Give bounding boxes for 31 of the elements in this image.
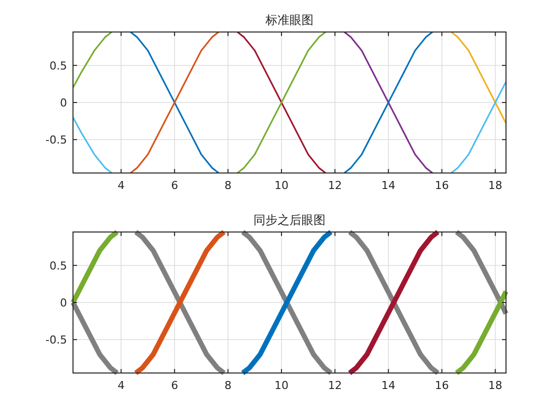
line-series bbox=[450, 80, 507, 174]
x-tick-label: 16 bbox=[434, 379, 449, 392]
line-series bbox=[236, 31, 326, 174]
y-tick-label: -0.5 bbox=[46, 334, 67, 347]
x-tick-label: 4 bbox=[118, 379, 125, 392]
x-tick-label: 14 bbox=[381, 379, 396, 392]
x-tick-label: 4 bbox=[118, 179, 125, 192]
line-series bbox=[450, 31, 507, 124]
x-tick-label: 14 bbox=[381, 179, 396, 192]
x-tick-label: 12 bbox=[328, 179, 342, 192]
y-tick-label: 0 bbox=[60, 296, 67, 310]
x-tick-label: 18 bbox=[488, 379, 502, 392]
line-series bbox=[72, 116, 113, 174]
x-tick-label: 16 bbox=[434, 179, 449, 192]
x-tick-label: 8 bbox=[224, 379, 232, 392]
y-tick-label: -0.5 bbox=[46, 134, 67, 147]
line-series bbox=[130, 31, 220, 174]
chart-title: 标准眼图 bbox=[264, 13, 314, 27]
x-tick-label: 8 bbox=[224, 179, 232, 192]
x-tick-label: 12 bbox=[328, 379, 342, 392]
line-series bbox=[343, 31, 434, 174]
x-tick-label: 10 bbox=[274, 179, 288, 192]
chart-title: 同步之后眼图 bbox=[254, 213, 326, 227]
x-tick-label: 6 bbox=[171, 179, 178, 192]
y-tick-label: 0.5 bbox=[50, 259, 67, 272]
y-tick-label: 0 bbox=[60, 96, 67, 110]
x-tick-label: 18 bbox=[488, 179, 502, 192]
x-tick-label: 6 bbox=[171, 379, 178, 392]
y-tick-label: 0.5 bbox=[50, 59, 67, 72]
line-series bbox=[72, 31, 113, 88]
x-tick-label: 10 bbox=[274, 379, 288, 392]
